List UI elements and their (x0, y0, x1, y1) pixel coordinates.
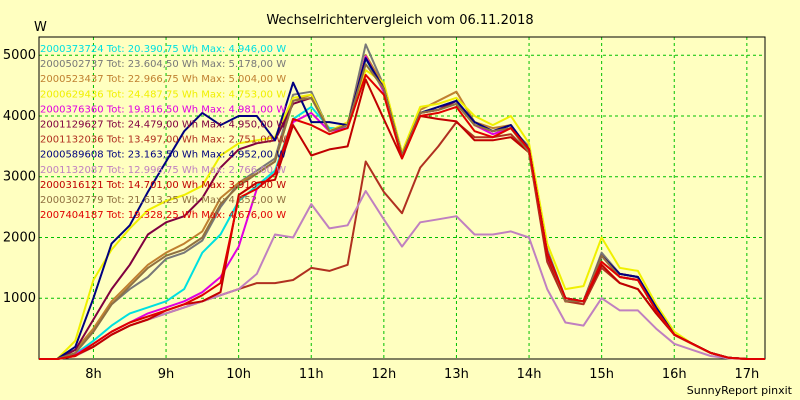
x-tick-label: 16h (662, 367, 687, 382)
legend-entry-3: 2000523437 Tot: 22.966,75 Wh Max: 5.004,… (40, 74, 286, 85)
y-axis-label: W (34, 20, 47, 35)
x-tick-label: 13h (444, 367, 469, 382)
axis-labels: 8h 9h 10h 11h 12h 13h 14h 15h 16h 17h 1000 2000 3000… (3, 48, 759, 382)
series-line-9 (39, 190, 765, 360)
legend-entry-12: 2007404187 Tot: 19.328,25 Wh Max: 4.676,… (40, 210, 286, 221)
y-tick-label: 3000 (3, 170, 36, 185)
legend: 2000373724 Tot: 20.390,75 Wh Max: 4.946,… (40, 44, 286, 221)
x-tick-label: 10h (226, 367, 251, 382)
legend-entry-7: 2001132036 Tot: 13.497,00 Wh Max: 2.751,… (40, 135, 286, 146)
x-tick-label: 11h (299, 367, 324, 382)
series-lines (39, 43, 765, 360)
x-tick-label: 14h (517, 367, 542, 382)
y-tick-label: 4000 (3, 109, 36, 124)
y-tick-label: 5000 (3, 48, 36, 63)
legend-entry-6: 2001129627 Tot: 24.479,00 Wh Max: 4.950,… (40, 120, 286, 131)
y-tick-label: 2000 (3, 230, 36, 245)
y-tick-label: 1000 (3, 291, 36, 306)
footer-label: SunnyReport pinxit (687, 384, 793, 397)
plot-frame (38, 36, 766, 360)
legend-entry-11: 2000302779 Tot: 21.613,25 Wh Max: 4.852,… (40, 195, 286, 206)
x-tick-label: 17h (734, 367, 759, 382)
legend-entry-2: 2000502737 Tot: 23.604,50 Wh Max: 5.178,… (40, 59, 286, 70)
legend-entry-10: 2000316121 Tot: 14.701,00 Wh Max: 3.910,… (40, 180, 286, 191)
legend-entry-1: 2000373724 Tot: 20.390,75 Wh Max: 4.946,… (40, 44, 286, 55)
legend-entry-8: 2000589608 Tot: 23.163,50 Wh Max: 4.952,… (40, 150, 286, 161)
x-tick-label: 15h (589, 367, 614, 382)
legend-entry-4: 2000629436 Tot: 24.487,75 Wh Max: 4.753,… (40, 89, 286, 100)
x-tick-label: 8h (85, 367, 102, 382)
legend-entry-5: 2000376360 Tot: 19.816,50 Wh Max: 4.981,… (40, 104, 286, 115)
x-tick-label: 9h (158, 367, 175, 382)
series-line-12 (39, 73, 765, 360)
chart-title: Wechselrichtervergleich vom 06.11.2018 (266, 13, 533, 28)
grid (39, 37, 765, 359)
legend-entry-9: 2001132087 Tot: 12.996,75 Wh Max: 2.766,… (40, 165, 286, 176)
x-tick-label: 12h (371, 367, 396, 382)
